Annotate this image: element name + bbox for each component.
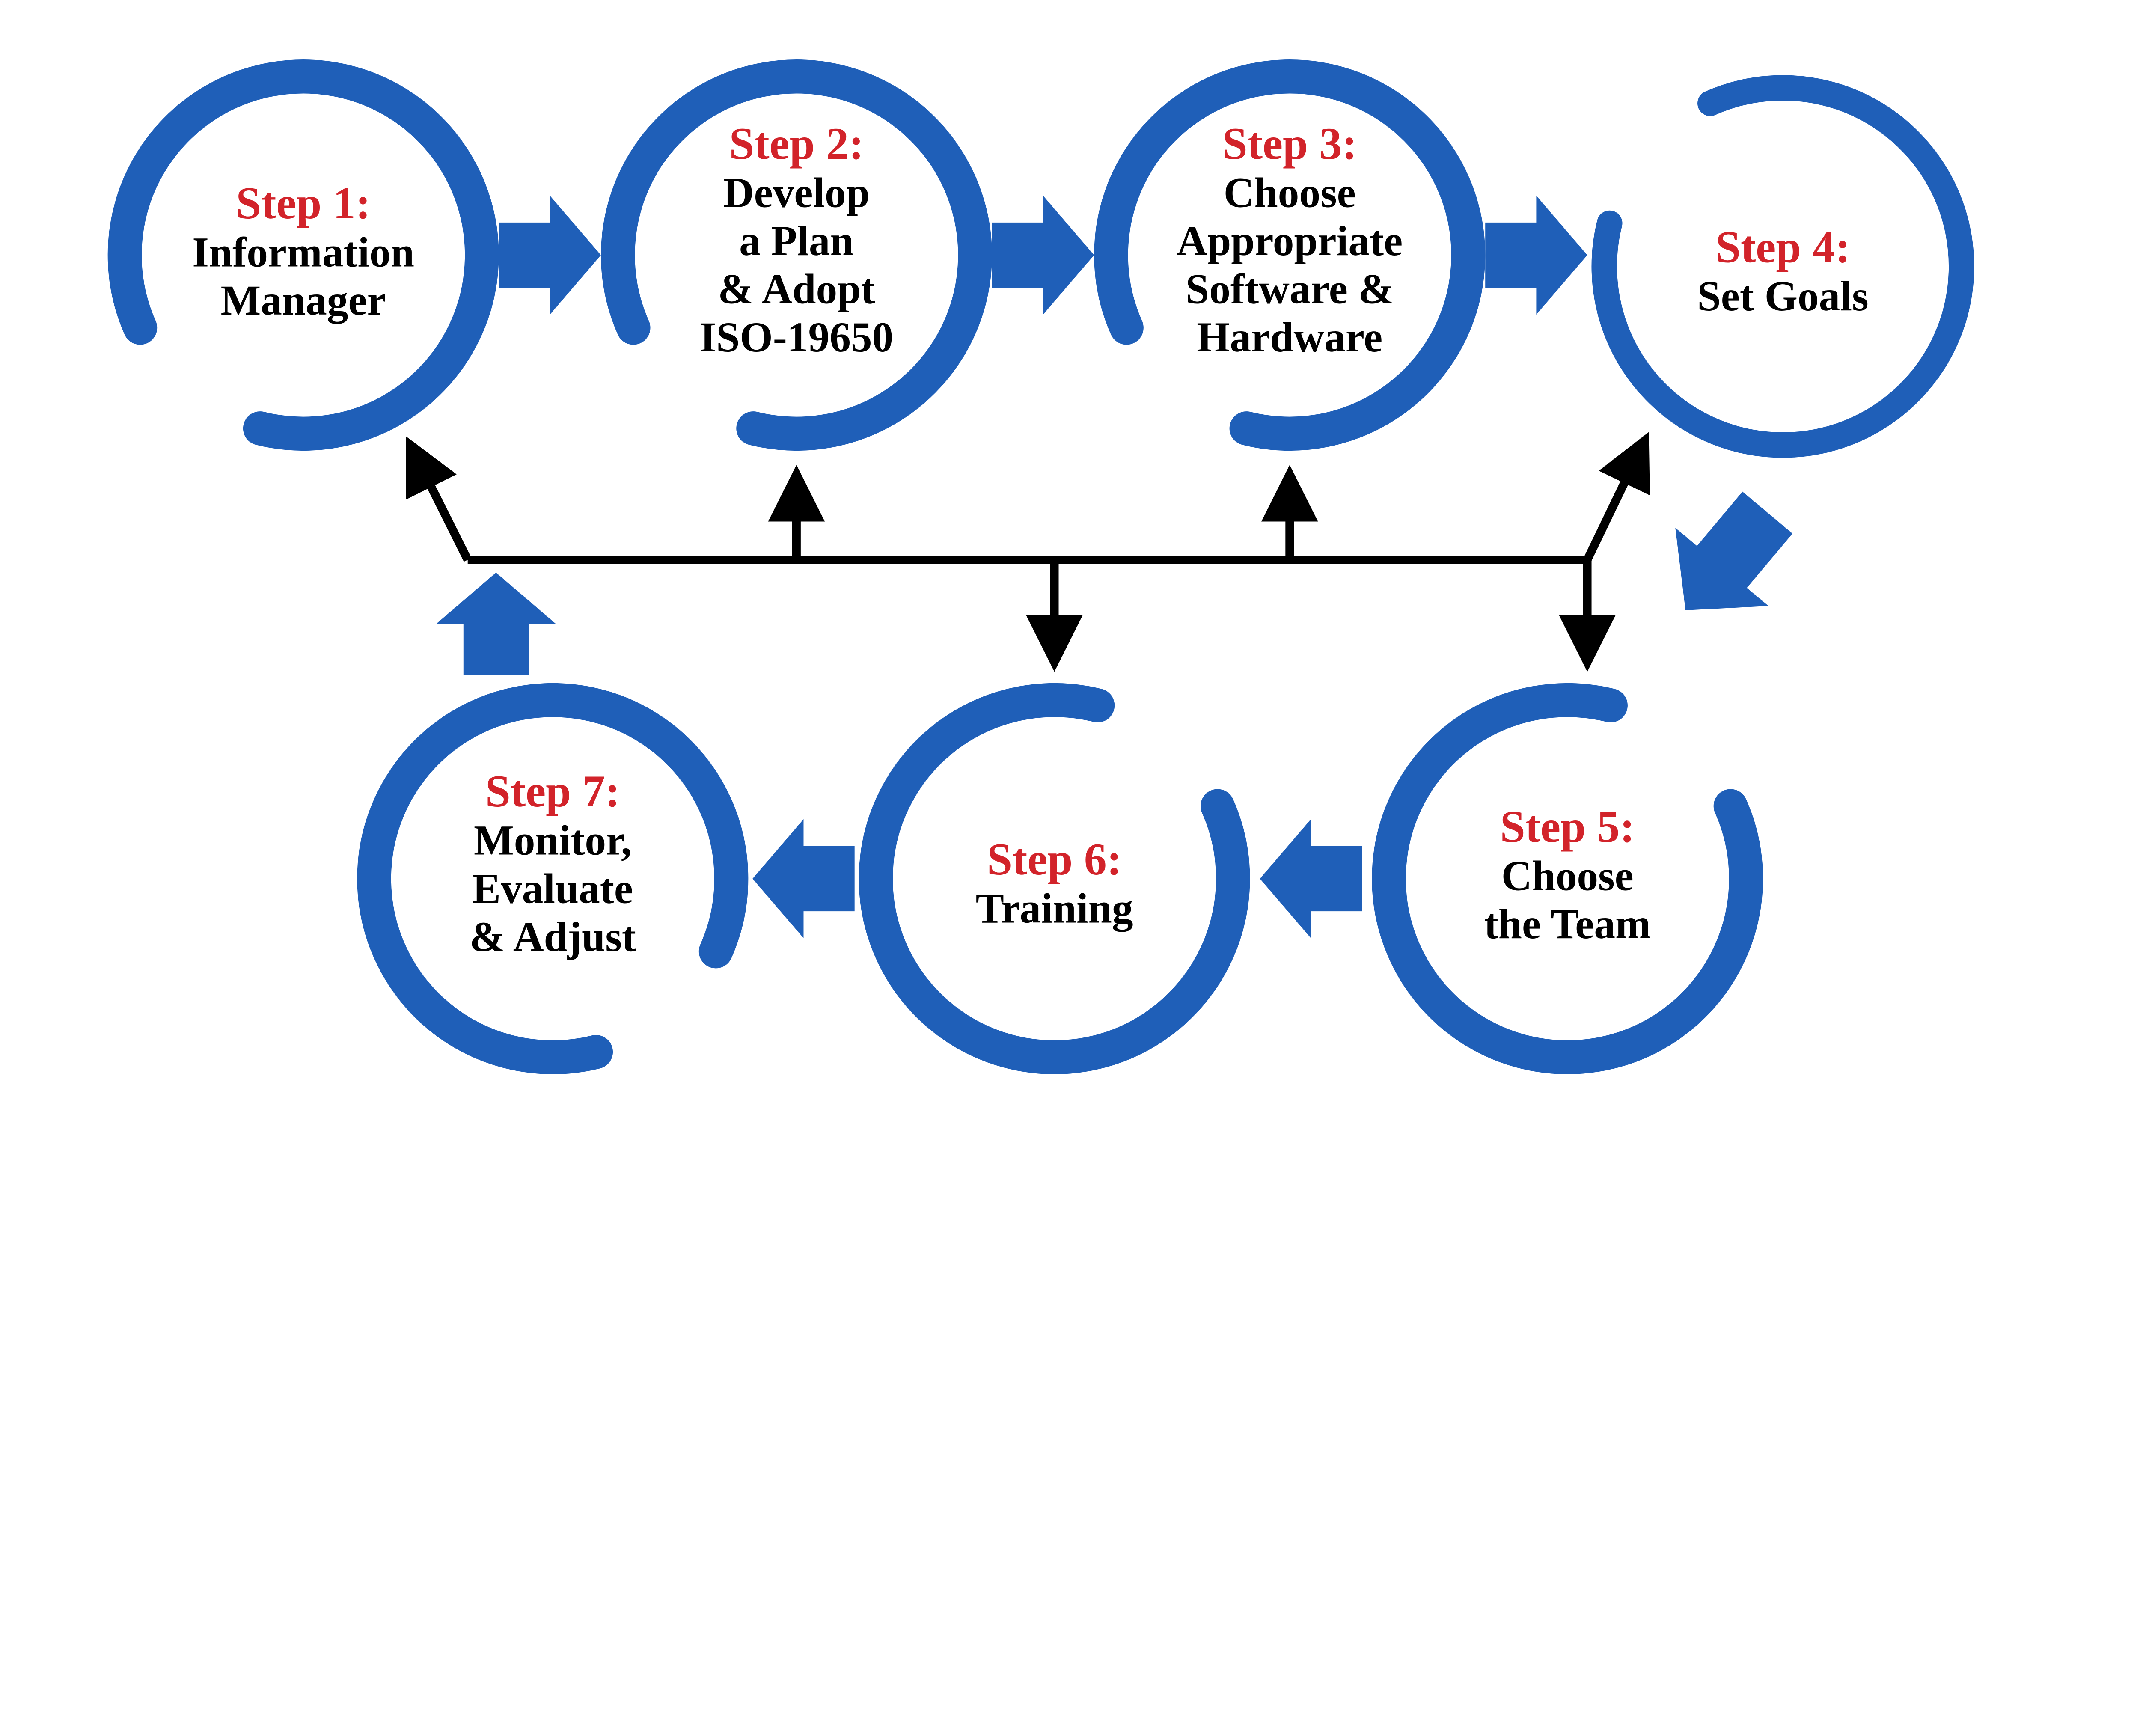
s3-title: Step 3: — [1222, 119, 1357, 169]
flow-arrow-s6-s7 — [752, 819, 854, 938]
s3-line-1: Appropriate — [1177, 217, 1403, 265]
process-flow-diagram: Step 1:InformationManager Step 2:Developa… — [0, 0, 2140, 1120]
s4-title: Step 4: — [1715, 222, 1850, 272]
s6-title: Step 6: — [987, 834, 1122, 884]
s3-line-2: Software & — [1186, 266, 1394, 313]
s2-line-3: ISO-19650 — [700, 314, 894, 361]
s7-title: Step 7: — [485, 766, 620, 816]
s5-line-1: the Team — [1484, 901, 1651, 948]
flow-arrow-s7-s1 — [437, 573, 556, 675]
s7-line-1: Evaluate — [473, 865, 633, 912]
s6-line-0: Training — [976, 885, 1133, 932]
s1-line-0: Information — [192, 229, 414, 276]
s1-title: Step 1: — [236, 178, 371, 228]
flow-arrow-s5-s6 — [1260, 819, 1362, 938]
s3-line-0: Choose — [1224, 169, 1356, 216]
flow-arrow-s1-s2 — [499, 196, 601, 315]
flow-arrow-s2-s3 — [992, 196, 1094, 315]
s7-line-0: Monitor, — [474, 817, 632, 864]
s5-title: Step 5: — [1500, 802, 1635, 852]
s2-title: Step 2: — [729, 119, 864, 169]
flow-arrow-s3-s4 — [1485, 196, 1587, 315]
flow-arrow-s4-s5 — [1675, 492, 1792, 610]
s4-line-0: Set Goals — [1697, 273, 1869, 320]
s3-line-3: Hardware — [1197, 314, 1382, 361]
feedback-arrow-up-0 — [411, 446, 467, 560]
s7-line-2: & Adjust — [470, 913, 636, 960]
s1-line-1: Manager — [221, 277, 386, 324]
feedback-arrow-up-3 — [1587, 442, 1644, 560]
s2-line-2: & Adopt — [718, 266, 875, 313]
s2-line-0: Develop — [723, 169, 870, 216]
s2-line-1: a Plan — [739, 217, 854, 265]
s5-line-0: Choose — [1501, 852, 1634, 899]
